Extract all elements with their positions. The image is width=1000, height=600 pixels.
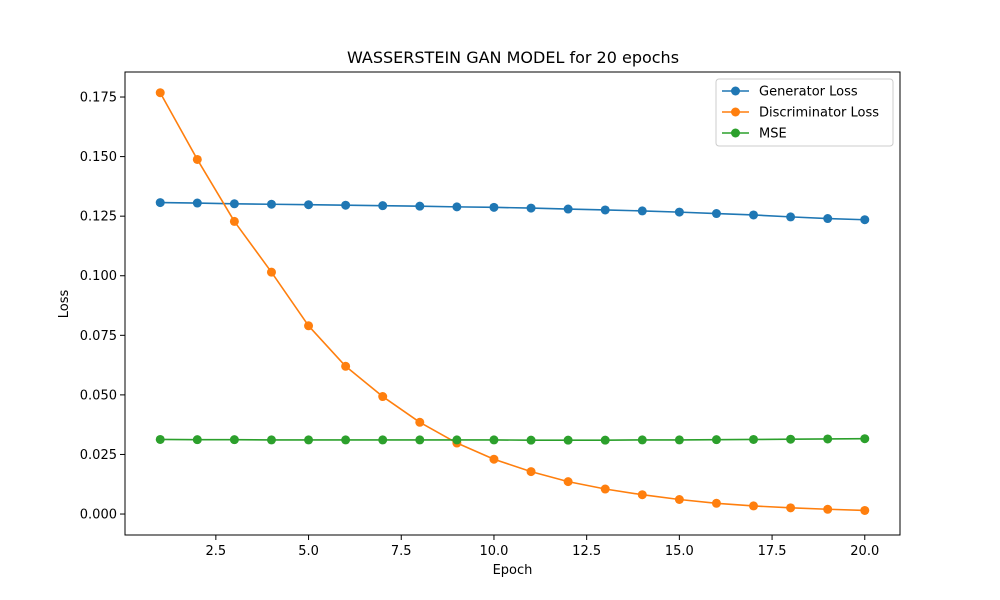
data-point-discriminator-loss: [600, 484, 610, 494]
data-point-generator-loss: [749, 210, 759, 220]
plot-frame: [124, 71, 901, 536]
data-point-discriminator-loss: [674, 494, 684, 504]
x-tick-label: 12.5: [572, 544, 601, 559]
data-point-mse: [637, 435, 647, 445]
data-point-discriminator-loss: [711, 498, 721, 508]
data-point-discriminator-loss: [786, 503, 796, 513]
data-point-mse: [786, 434, 796, 444]
data-point-mse: [860, 434, 870, 444]
data-point-mse: [155, 434, 165, 444]
data-point-generator-loss: [563, 204, 573, 214]
data-point-discriminator-loss: [192, 154, 202, 164]
data-point-mse: [711, 435, 721, 445]
x-tick-label: 20.0: [850, 544, 879, 559]
y-tick-label: 0.000: [80, 508, 117, 523]
legend-marker-mse: [731, 128, 740, 138]
y-tick-label: 0.125: [80, 210, 117, 225]
series-line-generator-loss: [160, 201, 865, 221]
data-point-generator-loss: [600, 205, 610, 215]
data-point-mse: [823, 434, 833, 444]
y-axis: 0.000 0.025 0.050 0.075 0.100 0.125 0.150 0.175: [80, 91, 125, 523]
data-point-generator-loss: [674, 207, 684, 217]
y-tick-label: 0.050: [80, 388, 117, 403]
y-tick-label: 0.025: [80, 448, 117, 463]
legend: Generator Loss Discriminator Loss MSE: [715, 78, 894, 147]
data-point-mse: [266, 435, 276, 445]
data-point-generator-loss: [192, 198, 202, 208]
data-point-discriminator-loss: [489, 454, 499, 464]
series-line-mse: [160, 437, 865, 441]
data-point-mse: [489, 435, 499, 445]
data-point-discriminator-loss: [415, 417, 425, 427]
data-point-generator-loss: [526, 203, 536, 213]
data-point-generator-loss: [304, 200, 314, 210]
data-point-mse: [749, 434, 759, 444]
legend-box: [715, 78, 894, 147]
legend-label-discriminator-loss: Discriminator Loss: [759, 106, 879, 121]
x-tick-label: 2.5: [206, 544, 227, 559]
data-point-generator-loss: [711, 209, 721, 219]
data-point-generator-loss: [860, 215, 870, 225]
legend-marker-generator-loss: [731, 86, 740, 96]
data-point-generator-loss: [378, 201, 388, 211]
series-line-discriminator-loss: [159, 92, 865, 512]
legend-label-generator-loss: Generator Loss: [759, 85, 858, 100]
data-point-discriminator-loss: [155, 88, 165, 98]
data-point-mse: [304, 435, 314, 445]
data-point-mse: [192, 435, 202, 445]
data-point-generator-loss: [229, 199, 239, 209]
legend-label-mse: MSE: [759, 127, 787, 142]
data-point-mse: [526, 435, 536, 445]
data-point-discriminator-loss: [229, 216, 239, 226]
data-point-discriminator-loss: [266, 267, 276, 277]
data-point-generator-loss: [452, 202, 462, 212]
data-point-generator-loss: [637, 206, 647, 216]
data-point-mse: [674, 435, 684, 445]
data-point-discriminator-loss: [823, 504, 833, 514]
data-point-discriminator-loss: [749, 501, 759, 511]
y-tick-label: 0.075: [80, 329, 117, 344]
data-point-generator-loss: [415, 201, 425, 211]
data-point-discriminator-loss: [860, 505, 870, 515]
data-point-mse: [563, 435, 573, 445]
data-point-discriminator-loss: [563, 477, 573, 487]
x-axis-label: Epoch: [493, 563, 533, 578]
legend-marker-discriminator-loss: [731, 107, 740, 117]
data-point-mse: [378, 435, 388, 445]
series-layer: [155, 88, 870, 515]
x-tick-label: 17.5: [758, 544, 787, 559]
data-point-mse: [415, 435, 425, 445]
y-tick-label: 0.175: [80, 91, 117, 106]
y-axis-label: Loss: [57, 290, 72, 319]
data-point-generator-loss: [823, 214, 833, 224]
data-point-mse: [229, 435, 239, 445]
y-tick-label: 0.100: [80, 269, 117, 284]
data-point-mse: [341, 435, 351, 445]
data-point-discriminator-loss: [341, 361, 351, 371]
data-point-generator-loss: [786, 212, 796, 222]
data-point-discriminator-loss: [378, 392, 388, 402]
data-point-generator-loss: [266, 199, 276, 209]
data-point-mse: [600, 435, 610, 445]
data-point-generator-loss: [341, 200, 351, 210]
data-point-mse: [452, 435, 462, 445]
data-point-discriminator-loss: [304, 321, 314, 331]
data-point-discriminator-loss: [637, 490, 647, 500]
x-axis: 2.5 5.0 7.5 10.0 12.5 15.0 17.5 20.0: [206, 535, 879, 559]
x-tick-label: 10.0: [479, 544, 508, 559]
data-point-generator-loss: [489, 202, 499, 212]
chart-title: WASSERSTEIN GAN MODEL for 20 epochs: [347, 48, 679, 67]
y-tick-label: 0.150: [80, 150, 117, 165]
data-point-discriminator-loss: [526, 467, 536, 477]
data-point-generator-loss: [155, 198, 165, 208]
x-tick-label: 15.0: [665, 544, 694, 559]
x-tick-label: 5.0: [298, 544, 319, 559]
x-tick-label: 7.5: [391, 544, 412, 559]
